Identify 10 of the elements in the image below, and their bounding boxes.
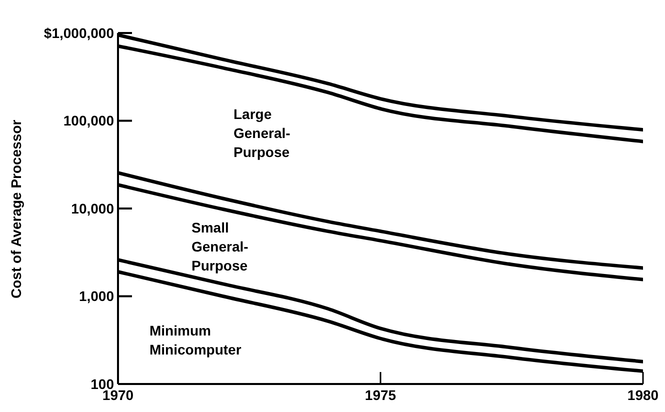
annotation: Small General-Purpose [192,220,249,274]
x-tick-label: 1980 [627,386,659,403]
y-tick-label: $1,000,000 [44,24,114,41]
annotation: Large General-Purpose [234,106,291,160]
y-tick-label: 100,000 [63,112,114,129]
annotation: Minimum Minicomputer [150,322,242,358]
y-tick-label: 10,000 [71,200,114,216]
x-tick-label: 1975 [364,386,396,403]
y-tick-label: 1,000 [78,288,114,304]
y-axis-title: Cost of Average Processor [8,119,24,298]
